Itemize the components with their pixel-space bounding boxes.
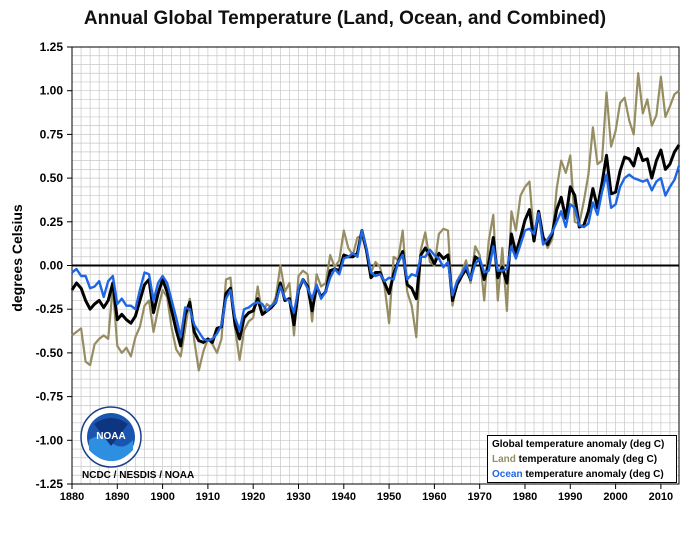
legend-key: Ocean bbox=[492, 469, 523, 480]
x-axis: 1880 1890 1900 1910 1920 1930 1940 1950 1960 1970… bbox=[60, 484, 673, 503]
noaa-logo: NOAA bbox=[80, 406, 142, 468]
legend-key: Global bbox=[492, 439, 524, 450]
y-tick-label: 0.75 bbox=[40, 127, 64, 141]
y-tick-label: 1.00 bbox=[40, 84, 64, 98]
x-tick-label: 1910 bbox=[196, 491, 220, 503]
x-tick-label: 1970 bbox=[467, 491, 491, 503]
y-tick-label: -1.25 bbox=[36, 477, 64, 491]
legend-text: temperature anomaly (deg C) bbox=[523, 439, 665, 450]
y-tick-label: 0.50 bbox=[40, 171, 64, 185]
x-tick-label: 1900 bbox=[150, 491, 174, 503]
legend-item-ocean: Ocean temperature anomaly (deg C) bbox=[492, 467, 672, 482]
legend-text: temperature anomaly (deg C) bbox=[522, 469, 664, 480]
credit-text: NCDC / NESDIS / NOAA bbox=[82, 470, 195, 481]
chart-title: Annual Global Temperature (Land, Ocean, … bbox=[83, 8, 607, 29]
x-tick-label: 1960 bbox=[422, 491, 446, 503]
legend-item-land: Land temperature anomaly (deg C) bbox=[492, 452, 672, 467]
x-tick-label: 1880 bbox=[60, 491, 84, 503]
y-tick-label: 0.00 bbox=[40, 259, 64, 273]
x-tick-label: 1990 bbox=[558, 491, 582, 503]
x-tick-label: 1890 bbox=[105, 491, 129, 503]
legend-text: temperature anomaly (deg C) bbox=[515, 454, 658, 465]
y-tick-label: -0.50 bbox=[36, 346, 64, 360]
legend-item-global: Global temperature anomaly (deg C) bbox=[492, 437, 672, 452]
x-tick-label: 2010 bbox=[649, 491, 673, 503]
series-lines bbox=[70, 72, 681, 372]
x-tick-label: 1950 bbox=[377, 491, 401, 503]
y-tick-label: -0.75 bbox=[36, 390, 64, 404]
y-axis: 1.25 1.00 0.75 0.50 0.25 0.00 -0.25 -0.50 -0.75 -… bbox=[36, 40, 72, 491]
y-tick-label: 1.25 bbox=[40, 40, 64, 54]
svg-text:NOAA: NOAA bbox=[96, 431, 125, 442]
x-tick-label: 2000 bbox=[603, 491, 627, 503]
legend-key: Land bbox=[492, 454, 516, 465]
y-axis-label: degrees Celsius bbox=[9, 204, 25, 312]
x-tick-label: 1930 bbox=[286, 491, 310, 503]
series-line-ocean bbox=[71, 165, 681, 342]
x-tick-label: 1940 bbox=[332, 491, 356, 503]
y-tick-label: 0.25 bbox=[40, 215, 64, 229]
y-tick-label: -1.00 bbox=[36, 433, 64, 447]
x-tick-label: 1980 bbox=[513, 491, 537, 503]
legend: Global temperature anomaly (deg C) Land t… bbox=[487, 435, 677, 483]
y-tick-label: -0.25 bbox=[36, 302, 64, 316]
x-tick-label: 1920 bbox=[241, 491, 265, 503]
